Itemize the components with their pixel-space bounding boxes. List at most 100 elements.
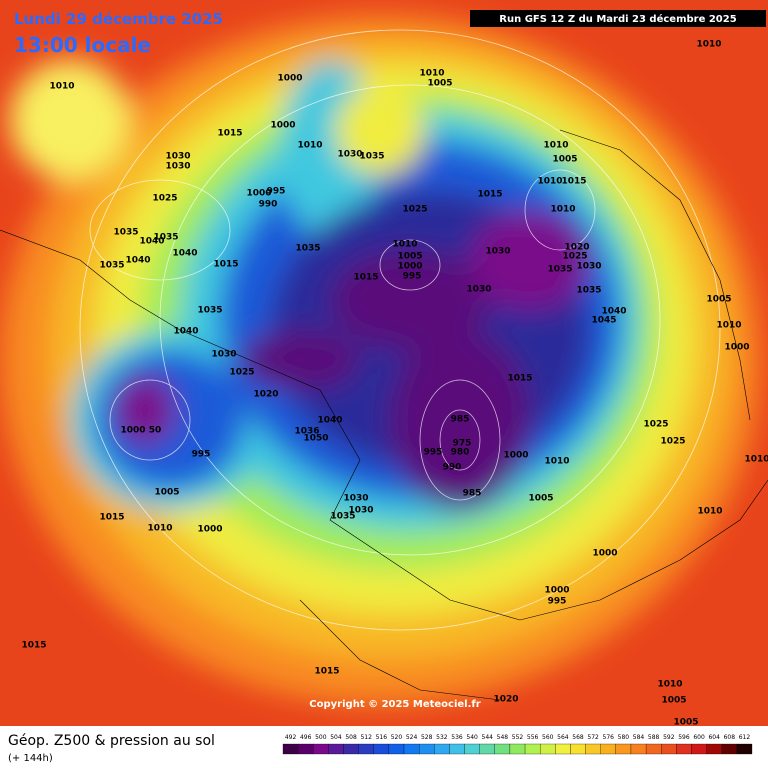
scale-label: 496 bbox=[300, 734, 312, 741]
scale-swatch bbox=[540, 743, 556, 755]
scale-label: 560 bbox=[542, 734, 554, 741]
scale-label: 568 bbox=[572, 734, 584, 741]
scale-swatch bbox=[555, 743, 571, 755]
pressure-label: 1005 bbox=[397, 252, 422, 262]
scale-label: 544 bbox=[482, 734, 494, 741]
pressure-label: 1020 bbox=[564, 243, 589, 253]
scale-swatch bbox=[600, 743, 616, 755]
pressure-label: 1010 bbox=[550, 205, 575, 215]
scale-swatch bbox=[524, 743, 541, 755]
pressure-label: 1010 bbox=[696, 40, 721, 50]
run-box bbox=[470, 10, 766, 27]
pressure-label: 975 bbox=[453, 439, 472, 449]
pressure-label: 1025 bbox=[562, 252, 587, 262]
pressure-label: 1030 bbox=[165, 152, 190, 162]
footer-title: Géop. Z500 & pression au sol bbox=[8, 733, 215, 749]
scale-label: 596 bbox=[678, 734, 690, 741]
pressure-label: 1030 bbox=[211, 350, 236, 360]
scale-label: 588 bbox=[648, 734, 660, 741]
pressure-label: 995 bbox=[192, 450, 211, 460]
pressure-label: 1005 bbox=[552, 155, 577, 165]
pressure-label: 995 bbox=[403, 272, 422, 282]
scale-label: 492 bbox=[285, 734, 297, 741]
scale-swatch bbox=[615, 743, 632, 755]
pressure-label: 990 bbox=[443, 463, 462, 473]
run-text: Run GFS 12 Z du Mardi 23 décembre 2025 bbox=[499, 13, 736, 25]
pressure-label: 1030 bbox=[337, 150, 362, 160]
scale-swatch bbox=[570, 743, 586, 755]
pressure-label: 1040 bbox=[317, 416, 342, 426]
pressure-label: 1040 bbox=[172, 249, 197, 259]
scale-label: 512 bbox=[360, 734, 372, 741]
pressure-label: 1036 bbox=[294, 427, 319, 437]
pressure-label: 1015 bbox=[314, 667, 339, 677]
pressure-label: 1015 bbox=[561, 177, 586, 187]
scale-label: 572 bbox=[587, 734, 599, 741]
pressure-label: 1035 bbox=[99, 261, 124, 271]
pressure-label: 1015 bbox=[217, 129, 242, 139]
scale-label: 600 bbox=[693, 734, 705, 741]
pressure-label: 1035 bbox=[197, 306, 222, 316]
pressure-label: 1010 bbox=[657, 680, 682, 690]
scale-swatch bbox=[721, 743, 738, 755]
pressure-label: 1005 bbox=[154, 488, 179, 498]
scale-swatch bbox=[403, 743, 420, 755]
footer-lead: (+ 144h) bbox=[8, 753, 53, 764]
pressure-label: 1035 bbox=[576, 286, 601, 296]
pressure-label: 1040 bbox=[173, 327, 198, 337]
pressure-label: 1000 bbox=[592, 549, 617, 559]
scale-swatch bbox=[661, 743, 677, 755]
pressure-label: 1010 bbox=[147, 524, 172, 534]
pressure-label: 1015 bbox=[507, 374, 532, 384]
scale-label: 508 bbox=[345, 734, 357, 741]
pressure-label: 985 bbox=[463, 489, 482, 499]
field bbox=[0, 15, 760, 705]
coastlines bbox=[0, 129, 768, 701]
time: 13:00 locale bbox=[14, 33, 151, 57]
pressure-label: 1040 bbox=[125, 256, 150, 266]
pressure-label: 1020 bbox=[493, 695, 518, 705]
pressure-label: 1010 bbox=[716, 321, 741, 331]
scale-label: 520 bbox=[391, 734, 403, 741]
pressure-label: 1010 bbox=[297, 141, 322, 151]
scale-swatch bbox=[373, 743, 390, 755]
scale-swatch bbox=[736, 743, 753, 755]
pressure-label: 1005 bbox=[661, 696, 686, 706]
scale-label: 564 bbox=[557, 734, 569, 741]
scale-label: 528 bbox=[421, 734, 433, 741]
scale-swatch bbox=[313, 743, 329, 755]
scale-swatch bbox=[449, 743, 465, 755]
pressure-label: 980 bbox=[451, 448, 470, 458]
scale-label: 500 bbox=[315, 734, 327, 741]
pressure-label: 995 bbox=[548, 597, 567, 607]
pressure-label: 995 bbox=[424, 448, 443, 458]
pressure-label: 1035 bbox=[295, 244, 320, 254]
pressure-label: 1020 bbox=[253, 390, 278, 400]
pressure-label: 1010 bbox=[543, 141, 568, 151]
pressure-label: 1005 bbox=[427, 79, 452, 89]
scale-label: 548 bbox=[497, 734, 509, 741]
pressure-label: 1010 bbox=[544, 457, 569, 467]
pressure-label: 1030 bbox=[466, 285, 491, 295]
pressure-label: 1005 bbox=[706, 295, 731, 305]
pressure-label: 1025 bbox=[229, 368, 254, 378]
pressure-label: 990 bbox=[259, 200, 278, 210]
pressure-label: 1015 bbox=[477, 190, 502, 200]
pressure-label: 1030 bbox=[485, 247, 510, 257]
pressure-label: 1000 bbox=[270, 121, 295, 131]
pressure-label: 1015 bbox=[99, 513, 124, 523]
scale-swatch bbox=[676, 743, 692, 755]
scale-swatch bbox=[464, 743, 480, 755]
pressure-label: 1040 bbox=[601, 307, 626, 317]
scale-label: 604 bbox=[708, 734, 720, 741]
pressure-label: 1010 bbox=[537, 177, 562, 187]
pressure-label: 1000 bbox=[120, 426, 145, 436]
pressure-label: 1045 bbox=[591, 316, 616, 326]
pressure-label: 1015 bbox=[353, 273, 378, 283]
pressure-label: 1035 bbox=[330, 512, 355, 522]
pressure-label: 1000 bbox=[724, 343, 749, 353]
scale-swatch bbox=[494, 743, 511, 755]
pressure-label: 1010 bbox=[392, 240, 417, 250]
